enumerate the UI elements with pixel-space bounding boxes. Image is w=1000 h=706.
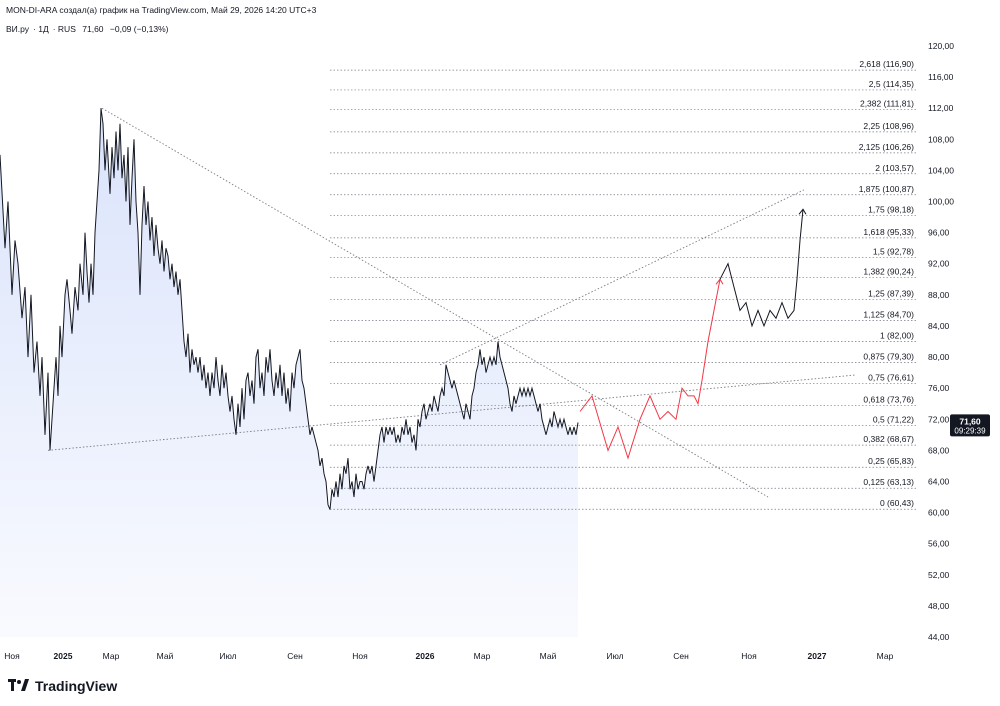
- x-axis-tick-label: Июл: [606, 651, 623, 661]
- x-axis-tick-label: Май: [540, 651, 557, 661]
- y-axis-tick-label: 104,00: [928, 165, 954, 175]
- y-axis-tick-label: 92,00: [928, 259, 950, 269]
- fib-level-label: 1,875 (100,87): [859, 184, 914, 194]
- x-axis-tick-label: Мар: [103, 651, 120, 661]
- y-axis-tick-label: 68,00: [928, 445, 950, 455]
- x-axis-tick-label: Мар: [474, 651, 491, 661]
- fib-level-label: 0,25 (65,83): [868, 456, 914, 466]
- forecast-path-red: [579, 279, 721, 460]
- countdown-timer: 09:29:39: [954, 426, 986, 435]
- y-axis-tick-label: 96,00: [928, 228, 950, 238]
- x-axis-tick-label: Ноя: [352, 651, 368, 661]
- y-axis-tick-label: 112,00: [928, 103, 954, 113]
- fib-level-label: 0,75 (76,61): [868, 372, 914, 382]
- fib-level-label: 0,382 (68,67): [863, 434, 914, 444]
- x-axis-tick-label: Май: [157, 651, 174, 661]
- fib-level-label: 2,382 (111,81): [860, 99, 914, 109]
- fib-level-label: 1,25 (87,39): [868, 289, 914, 299]
- y-axis-tick-label: 80,00: [928, 352, 950, 362]
- x-axis-tick-label: Сен: [673, 651, 689, 661]
- trendline: [47, 374, 857, 451]
- last-price-badge-value: 71,60: [959, 416, 981, 426]
- fib-level-label: 1,382 (90,24): [863, 266, 914, 276]
- price-area-fill: [0, 108, 578, 637]
- last-price-badge: [950, 414, 990, 437]
- fib-level-label: 1,618 (95,33): [863, 227, 914, 237]
- fib-level-label: 2,618 (116,90): [859, 59, 914, 69]
- fib-level-label: 0 (60,43): [880, 498, 914, 508]
- y-axis-tick-label: 88,00: [928, 290, 950, 300]
- symbol-name[interactable]: ВИ.ру: [6, 24, 30, 34]
- trendline: [439, 189, 805, 366]
- fib-level-label: 2 (103,57): [875, 163, 914, 173]
- y-axis-tick-label: 120,00: [928, 41, 954, 51]
- y-axis-tick-label: 84,00: [928, 321, 950, 331]
- x-axis-tick-label: Мар: [877, 651, 894, 661]
- brand-logo[interactable]: TradingView: [8, 678, 117, 694]
- tradingview-logo-icon: [8, 679, 29, 691]
- price-line: [0, 108, 579, 510]
- y-axis-tick-label: 108,00: [928, 134, 954, 144]
- last-price-value: 71,60: [82, 24, 104, 34]
- fib-level-label: 1,5 (92,78): [873, 247, 914, 257]
- y-axis-tick-label: 116,00: [928, 72, 954, 82]
- brand-name: TradingView: [35, 678, 118, 694]
- fib-level-label: 1 (82,00): [880, 331, 914, 341]
- fib-level-label: 0,125 (63,13): [863, 477, 914, 487]
- fib-level-label: 2,125 (106,26): [859, 142, 914, 152]
- y-axis-tick-label: 64,00: [928, 476, 950, 486]
- y-axis-tick-label: 72,00: [928, 414, 950, 424]
- chart-author-line: MON-DI-ARA создал(а) график на TradingVi…: [6, 5, 317, 15]
- fib-level-label: 1,75 (98,18): [868, 205, 914, 215]
- fib-level-label: 0,5 (71,22): [873, 414, 914, 424]
- x-axis-tick-label: Сен: [287, 651, 303, 661]
- fib-level-label: 0,618 (73,76): [863, 395, 914, 405]
- fib-level-label: 2,5 (114,35): [869, 79, 914, 89]
- forecast-path-black: [719, 209, 804, 328]
- fib-level-label: 2,25 (108,96): [863, 121, 914, 131]
- forecast-arrow-black: [798, 208, 807, 215]
- x-axis-tick-label: Ноя: [4, 651, 20, 661]
- y-axis-tick-label: 76,00: [928, 383, 950, 393]
- y-axis-tick-label: 52,00: [928, 570, 950, 580]
- interval-label[interactable]: 1Д: [38, 24, 49, 34]
- trendline: [101, 107, 769, 498]
- symbol-info: ВИ.ру · 1Д · RUS 71,60 −0,09 (−0,13%): [6, 24, 169, 34]
- fib-level-label: 1,125 (84,70): [863, 310, 914, 320]
- y-axis-tick-label: 60,00: [928, 508, 950, 518]
- y-axis-tick-label: 100,00: [928, 197, 954, 207]
- y-axis-tick-label: 48,00: [928, 601, 950, 611]
- x-axis-tick-label: Июл: [219, 651, 236, 661]
- y-axis-tick-label: 44,00: [928, 632, 950, 642]
- x-axis-tick-label: 2025: [54, 651, 73, 661]
- fib-level-label: 0,875 (79,30): [863, 351, 914, 361]
- y-axis-tick-label: 56,00: [928, 539, 950, 549]
- x-axis-tick-label: Ноя: [741, 651, 757, 661]
- x-axis-tick-label: 2027: [808, 651, 827, 661]
- price-change-value: −0,09 (−0,13%): [109, 24, 169, 34]
- exchange-label: RUS: [57, 24, 76, 34]
- x-axis-tick-label: 2026: [416, 651, 435, 661]
